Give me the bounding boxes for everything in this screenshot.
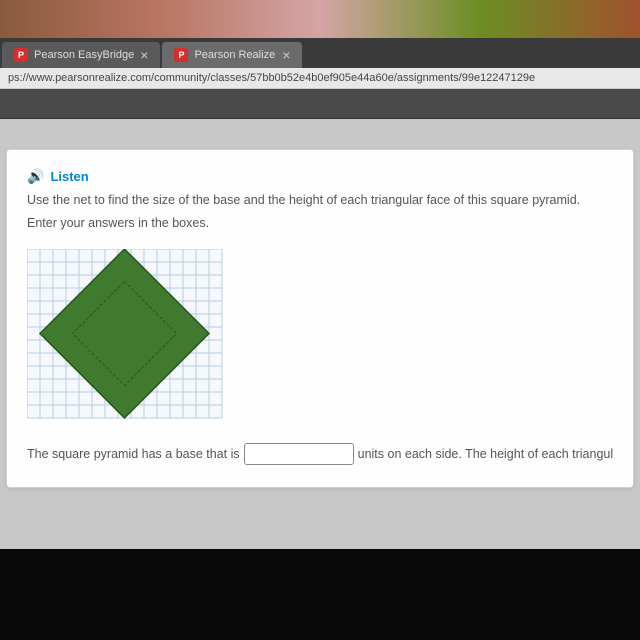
listen-label: Listen [50,169,88,184]
net-figure [27,249,227,419]
tab-favicon-icon: P [174,48,188,62]
question-prompt-line2: Enter your answers in the boxes. [27,214,613,233]
bookmarks-bar [0,89,640,119]
screen-lower-bezel [0,560,640,640]
close-icon[interactable]: × [140,48,148,62]
tab-favicon-icon: P [14,48,28,62]
tab-realize[interactable]: P Pearson Realize × [162,42,302,68]
close-icon[interactable]: × [282,48,290,62]
url-bar[interactable]: ps://www.pearsonrealize.com/community/cl… [0,68,640,89]
net-svg [27,249,227,419]
question-prompt-line1: Use the net to find the size of the base… [27,191,613,210]
answer-suffix: units on each side. The height of each t… [358,447,614,461]
base-size-input[interactable] [244,443,354,465]
question-panel: 🔊 Listen Use the net to find the size of… [6,149,634,488]
speaker-icon: 🔊 [27,168,44,185]
answer-prefix: The square pyramid has a base that is [27,447,240,461]
answer-row: The square pyramid has a base that is un… [27,443,613,465]
browser-window: P Pearson EasyBridge × P Pearson Realize… [0,38,640,549]
listen-button[interactable]: 🔊 Listen [27,168,613,185]
tab-label: Pearson Realize [194,49,275,61]
tab-bar: P Pearson EasyBridge × P Pearson Realize… [0,38,640,68]
desktop-wallpaper [0,0,640,40]
tab-easybridge[interactable]: P Pearson EasyBridge × [2,42,160,68]
page-content: 🔊 Listen Use the net to find the size of… [0,119,640,549]
screen: P Pearson EasyBridge × P Pearson Realize… [0,0,640,640]
tab-label: Pearson EasyBridge [34,49,134,61]
